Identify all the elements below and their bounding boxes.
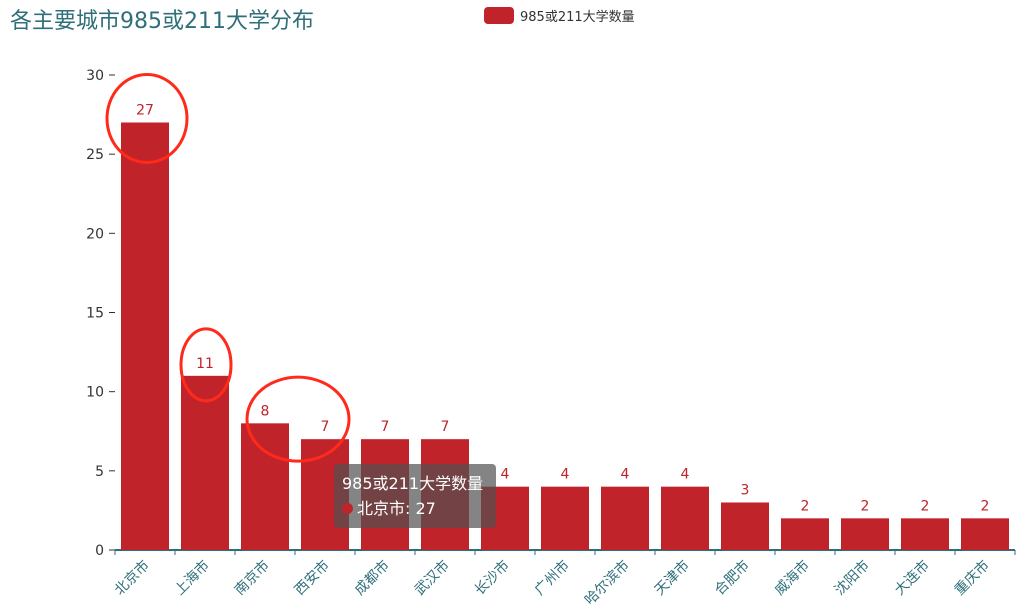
bar-value-label: 7	[321, 419, 330, 435]
bar-value-label: 8	[261, 403, 270, 419]
bar-value-label: 2	[801, 498, 810, 514]
bar-威海市[interactable]	[781, 518, 829, 550]
bar-value-label: 2	[921, 498, 930, 514]
tooltip: 985或211大学数量 北京市: 27	[334, 464, 496, 528]
x-tick-label: 成都市	[351, 557, 393, 599]
x-tick-label: 哈尔滨市	[581, 557, 633, 609]
chart-title: 各主要城市985或211大学分布	[10, 9, 314, 34]
bar-value-label: 7	[381, 419, 390, 435]
tooltip-item: 北京市: 27	[357, 499, 436, 518]
bar-value-label: 4	[621, 467, 630, 483]
x-tick-label: 天津市	[651, 557, 693, 599]
x-tick-label: 大连市	[891, 557, 933, 599]
x-tick-label: 长沙市	[471, 557, 513, 599]
x-tick-label: 威海市	[771, 557, 813, 599]
bar-value-label: 27	[136, 103, 154, 119]
bar-value-label: 4	[501, 467, 510, 483]
bar-哈尔滨市[interactable]	[601, 486, 649, 550]
legend[interactable]: 985或211大学数量	[484, 6, 635, 25]
bar-合肥市[interactable]	[721, 502, 769, 551]
x-tick-label: 广州市	[531, 557, 573, 599]
bar-大连市[interactable]	[901, 518, 949, 550]
y-tick-label: 0	[95, 543, 104, 559]
tooltip-series: 985或211大学数量	[342, 474, 484, 493]
y-tick-label: 10	[86, 385, 104, 401]
bar-value-label: 2	[981, 498, 990, 514]
x-tick-label: 上海市	[171, 557, 213, 599]
y-tick-label: 30	[86, 68, 104, 84]
annotation-circle-nanjing-xian	[245, 375, 351, 463]
bar-重庆市[interactable]	[961, 518, 1009, 550]
bar-value-label: 7	[441, 419, 450, 435]
x-tick-label: 西安市	[291, 557, 333, 599]
bar-南京市[interactable]	[241, 423, 289, 550]
bar-北京市[interactable]	[121, 122, 169, 551]
x-tick-label: 沈阳市	[831, 557, 873, 599]
annotation-circle-beijing	[105, 73, 189, 164]
annotation-circle-shanghai	[179, 327, 233, 403]
bar-沈阳市[interactable]	[841, 518, 889, 550]
legend-swatch	[484, 7, 514, 24]
bar-上海市[interactable]	[181, 375, 229, 550]
y-tick-label: 5	[95, 464, 104, 480]
bar-value-label: 3	[741, 483, 750, 499]
bar-天津市[interactable]	[661, 486, 709, 550]
x-tick-label: 南京市	[231, 557, 273, 599]
bar-value-label: 4	[561, 467, 570, 483]
y-tick-label: 15	[86, 306, 104, 322]
tooltip-dot	[342, 503, 353, 514]
x-tick-label: 武汉市	[411, 557, 453, 599]
y-tick-label: 20	[86, 226, 104, 242]
bar-广州市[interactable]	[541, 486, 589, 550]
x-tick-label: 重庆市	[951, 557, 993, 599]
x-tick-label: 北京市	[111, 557, 153, 599]
legend-label: 985或211大学数量	[520, 10, 635, 25]
bar-value-label: 2	[861, 498, 870, 514]
bar-value-label: 11	[196, 356, 214, 372]
y-tick-label: 25	[86, 147, 104, 163]
x-tick-label: 合肥市	[711, 557, 753, 599]
bar-value-label: 4	[681, 467, 690, 483]
